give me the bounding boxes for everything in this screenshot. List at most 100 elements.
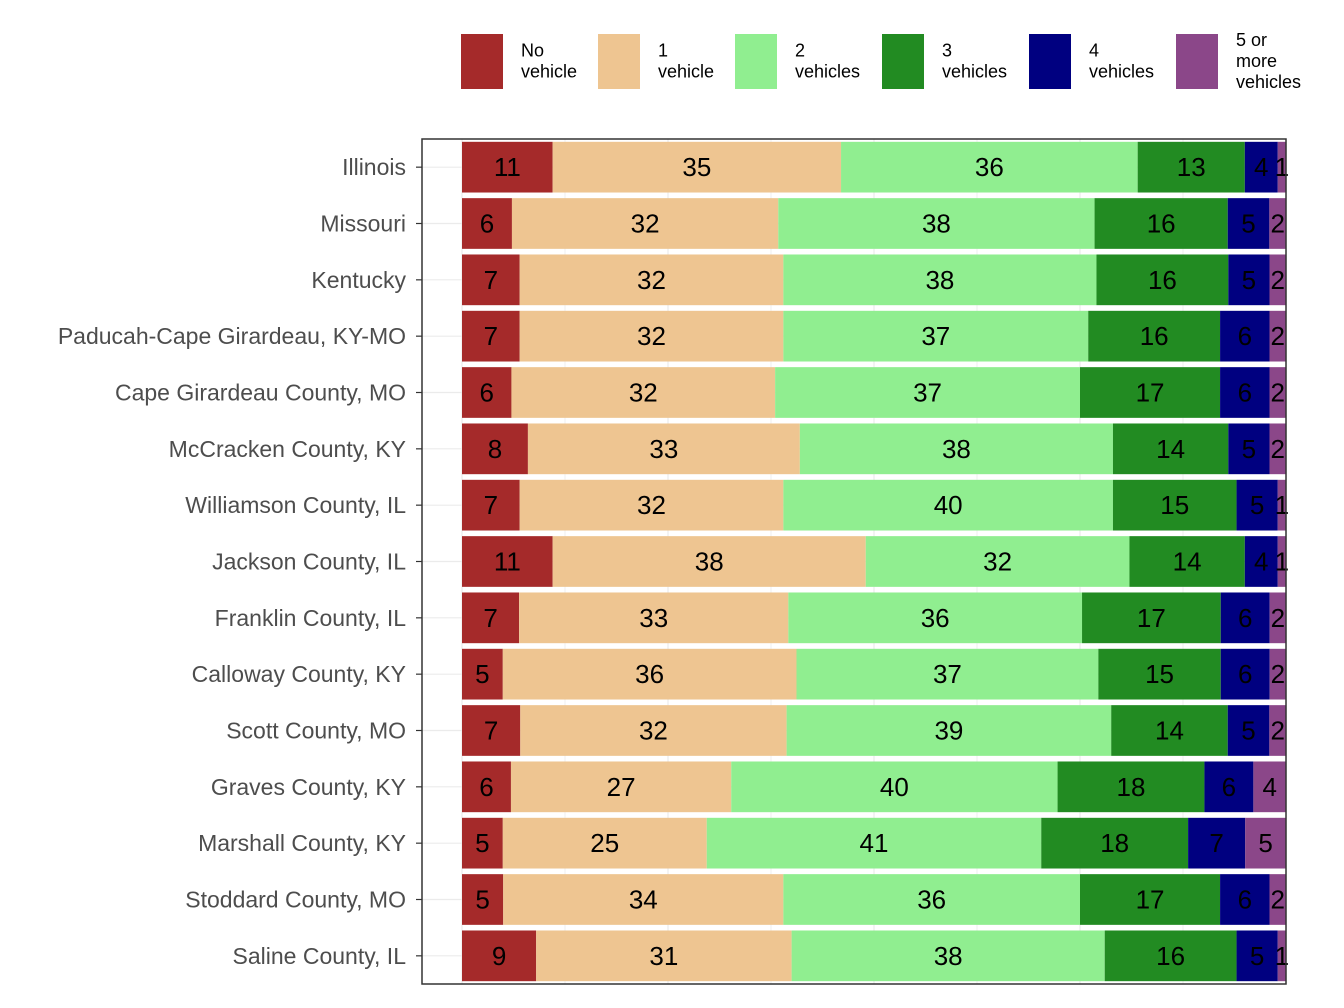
bar-stoddard-county-mo-4-vehicles: [1220, 874, 1270, 925]
bar-stoddard-county-mo-1-vehicle: [503, 874, 784, 925]
legend-key-no-vehicle: [461, 34, 503, 89]
data-label: 17: [1136, 378, 1165, 408]
bar-paducah-cape-girardeau-ky-mo-2-vehicles: [783, 310, 1089, 362]
bar-scott-county-mo-no-vehicle: [462, 705, 521, 756]
y-tick-label: McCracken County, KY: [169, 436, 406, 462]
data-label: 15: [1145, 659, 1174, 689]
bar-missouri-4-vehicles: [1227, 198, 1270, 249]
bar-calloway-county-ky-5-or-more-vehicles: [1269, 648, 1286, 700]
bar-marshall-county-ky-2-vehicles: [706, 817, 1042, 869]
bar-scott-county-mo-2-vehicles: [786, 705, 1112, 756]
bar-calloway-county-ky-1-vehicle: [502, 648, 797, 700]
bar-marshall-county-ky-no-vehicle: [462, 817, 503, 869]
bar-marshall-county-ky-5-or-more-vehicles: [1245, 817, 1286, 869]
data-label: 16: [1156, 941, 1185, 971]
y-tick-label: Cape Girardeau County, MO: [115, 380, 406, 406]
bar-scott-county-mo-3-vehicles: [1111, 705, 1228, 756]
data-label: 2: [1271, 378, 1285, 408]
data-label: 38: [925, 265, 954, 295]
bar-mccracken-county-ky-1-vehicle: [527, 423, 800, 475]
data-label: 38: [695, 547, 724, 577]
data-label: 15: [1160, 490, 1189, 520]
bar-jackson-county-il-2-vehicles: [865, 536, 1130, 587]
data-label: 1: [1275, 941, 1289, 971]
bar-mccracken-county-ky-5-or-more-vehicles: [1269, 423, 1286, 475]
data-label: 31: [649, 941, 678, 971]
bar-paducah-cape-girardeau-ky-mo-4-vehicles: [1220, 310, 1270, 362]
data-label: 7: [483, 603, 497, 633]
data-label: 2: [1271, 659, 1285, 689]
data-label: 1: [1275, 547, 1289, 577]
data-label: 5: [1250, 490, 1264, 520]
data-label: 2: [1271, 885, 1285, 915]
bar-saline-county-il-5-or-more-vehicles: [1277, 930, 1286, 982]
legend: No vehicle 1 vehicle 2 vehicles 3 vehicles 4 vehi…: [461, 30, 1301, 92]
legend-label: 5 or more vehicles: [1236, 30, 1301, 92]
bar-mccracken-county-ky-4-vehicles: [1228, 423, 1270, 475]
data-label: 17: [1137, 603, 1166, 633]
data-label: 2: [1271, 265, 1285, 295]
data-label: 11: [494, 547, 521, 577]
data-label: 6: [1238, 321, 1252, 351]
data-label: 32: [637, 321, 666, 351]
data-label: 14: [1155, 716, 1184, 746]
data-label: 6: [480, 209, 494, 239]
bar-illinois-1-vehicle: [552, 141, 842, 193]
data-label: 5: [475, 659, 489, 689]
data-label: 32: [629, 378, 658, 408]
legend-key-5-or-more-vehicles: [1176, 34, 1218, 89]
bar-missouri-5-or-more-vehicles: [1269, 198, 1286, 249]
y-tick-label: Calloway County, KY: [192, 661, 406, 687]
bar-illinois-3-vehicles: [1137, 141, 1245, 193]
data-label: 5: [475, 885, 489, 915]
bar-saline-county-il-1-vehicle: [536, 930, 792, 982]
bar-williamson-county-il-2-vehicles: [783, 479, 1113, 531]
data-label: 27: [607, 772, 636, 802]
data-label: 14: [1173, 547, 1202, 577]
bar-kentucky-1-vehicle: [519, 254, 784, 306]
bar-jackson-county-il-3-vehicles: [1129, 536, 1245, 587]
data-label: 36: [635, 659, 664, 689]
bar-williamson-county-il-no-vehicle: [462, 479, 520, 531]
data-label: 8: [488, 434, 502, 464]
data-label: 5: [1258, 828, 1272, 858]
bar-calloway-county-ky-no-vehicle: [462, 648, 503, 700]
bar-marshall-county-ky-3-vehicles: [1041, 817, 1189, 869]
bar-kentucky-2-vehicles: [783, 254, 1097, 306]
y-tick-label: Jackson County, IL: [212, 549, 406, 575]
bar-illinois-2-vehicles: [841, 141, 1138, 193]
data-label: 7: [484, 490, 498, 520]
data-label: 5: [1241, 716, 1255, 746]
data-label: 37: [933, 659, 962, 689]
bar-calloway-county-ky-2-vehicles: [796, 648, 1099, 700]
legend-label: 1 vehicle: [658, 41, 714, 82]
bar-saline-county-il-2-vehicles: [791, 930, 1105, 982]
data-label: 38: [942, 434, 971, 464]
bar-stoddard-county-mo-2-vehicles: [783, 874, 1080, 925]
data-label: 40: [880, 772, 909, 802]
bar-franklin-county-il-1-vehicle: [519, 592, 789, 644]
bar-saline-county-il-no-vehicle: [462, 930, 537, 982]
data-label: 18: [1117, 772, 1146, 802]
bar-graves-county-ky-4-vehicles: [1204, 761, 1254, 813]
data-label: 7: [484, 321, 498, 351]
y-axis: Illinois Missouri Kentucky Paducah-Cape Gir…: [58, 154, 422, 969]
bar-scott-county-mo-5-or-more-vehicles: [1269, 705, 1286, 756]
y-tick-label: Paducah-Cape Girardeau, KY-MO: [58, 323, 406, 349]
data-label: 16: [1140, 321, 1169, 351]
bar-franklin-county-il-5-or-more-vehicles: [1269, 592, 1286, 644]
bar-mccracken-county-ky-2-vehicles: [799, 423, 1113, 475]
bar-williamson-county-il-5-or-more-vehicles: [1277, 479, 1286, 531]
bar-franklin-county-il-3-vehicles: [1082, 592, 1221, 644]
data-label: 5: [475, 828, 489, 858]
bar-illinois-5-or-more-vehicles: [1277, 141, 1286, 193]
data-label: 6: [1238, 885, 1252, 915]
legend-label: 4 vehicles: [1089, 41, 1154, 82]
data-label: 9: [492, 941, 506, 971]
data-label: 4: [1262, 772, 1276, 802]
bar-missouri-no-vehicle: [462, 198, 512, 249]
data-label: 16: [1147, 209, 1176, 239]
bar-paducah-cape-girardeau-ky-mo-3-vehicles: [1088, 310, 1221, 362]
bar-paducah-cape-girardeau-ky-mo-5-or-more-vehicles: [1269, 310, 1286, 362]
bar-franklin-county-il-2-vehicles: [788, 592, 1083, 644]
